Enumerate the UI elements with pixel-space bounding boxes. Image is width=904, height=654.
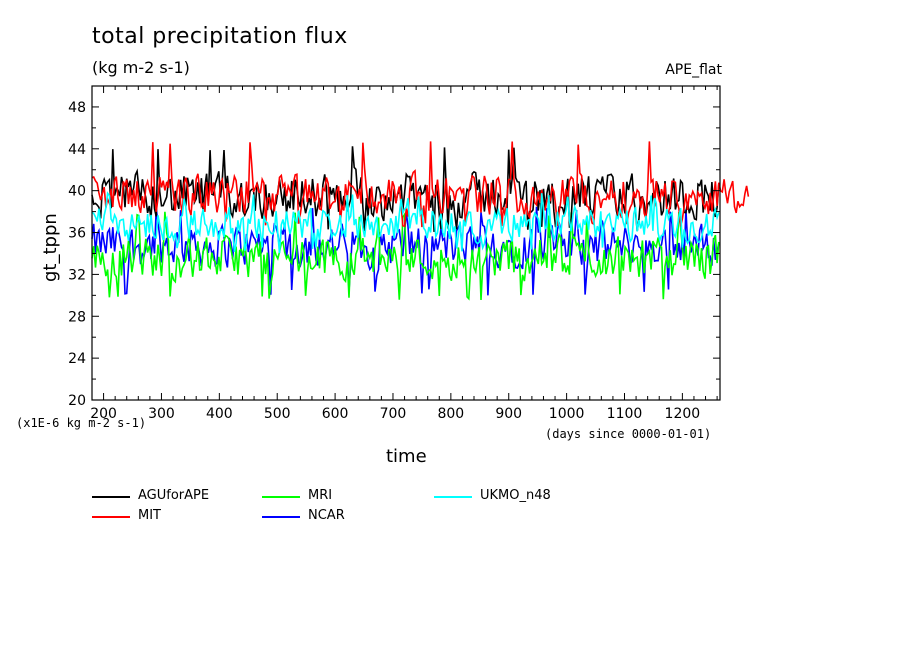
y-tick-label: 44 bbox=[68, 142, 86, 158]
legend-label: UKMO_n48 bbox=[480, 488, 551, 503]
y-tick-label: 28 bbox=[68, 309, 86, 325]
series-line-mit bbox=[91, 141, 750, 228]
legend-label: NCAR bbox=[308, 508, 345, 523]
y-axis-label: gt_tppn bbox=[40, 213, 61, 282]
x-axis-label: time bbox=[386, 446, 427, 467]
plot-frame bbox=[91, 85, 721, 401]
y-scale-note: (x1E-6 kg m-2 s-1) bbox=[16, 416, 147, 430]
chart-units: (kg m-2 s-1) bbox=[92, 58, 190, 77]
x-tick-label: 900 bbox=[495, 406, 522, 422]
y-tick-label: 24 bbox=[68, 351, 86, 367]
x-tick-label: 1100 bbox=[607, 406, 643, 422]
y-tick-label: 32 bbox=[68, 267, 86, 283]
x-tick-label: 200 bbox=[90, 406, 117, 422]
legend-label: AGUforAPE bbox=[138, 488, 210, 503]
y-tick-label: 20 bbox=[68, 393, 86, 409]
series-line-ukmo-n48 bbox=[91, 191, 720, 254]
x-tick-label: 1000 bbox=[549, 406, 585, 422]
y-tick-label: 40 bbox=[68, 184, 86, 200]
legend-swatch bbox=[434, 496, 472, 498]
y-tick-label: 36 bbox=[68, 226, 86, 242]
legend-swatch bbox=[92, 496, 130, 498]
legend-label: MRI bbox=[308, 488, 333, 503]
x-tick-label: 400 bbox=[206, 406, 233, 422]
x-tick-label: 500 bbox=[264, 406, 291, 422]
x-tick-label: 700 bbox=[380, 406, 407, 422]
series-line-mri bbox=[91, 211, 720, 301]
legend-swatch bbox=[262, 496, 300, 498]
x-tick-label: 1200 bbox=[665, 406, 701, 422]
legend-label: MIT bbox=[138, 508, 161, 523]
y-tick-label: 48 bbox=[68, 100, 86, 116]
legend-swatch bbox=[262, 516, 300, 518]
legend-swatch bbox=[92, 516, 130, 518]
x-tick-label: 300 bbox=[148, 406, 175, 422]
chart-title: total precipitation flux bbox=[92, 24, 348, 49]
experiment-label: APE_flat bbox=[665, 62, 722, 78]
x-tick-label: 800 bbox=[437, 406, 464, 422]
x-axis-units: (days since 0000-01-01) bbox=[545, 427, 712, 441]
x-tick-label: 600 bbox=[322, 406, 349, 422]
